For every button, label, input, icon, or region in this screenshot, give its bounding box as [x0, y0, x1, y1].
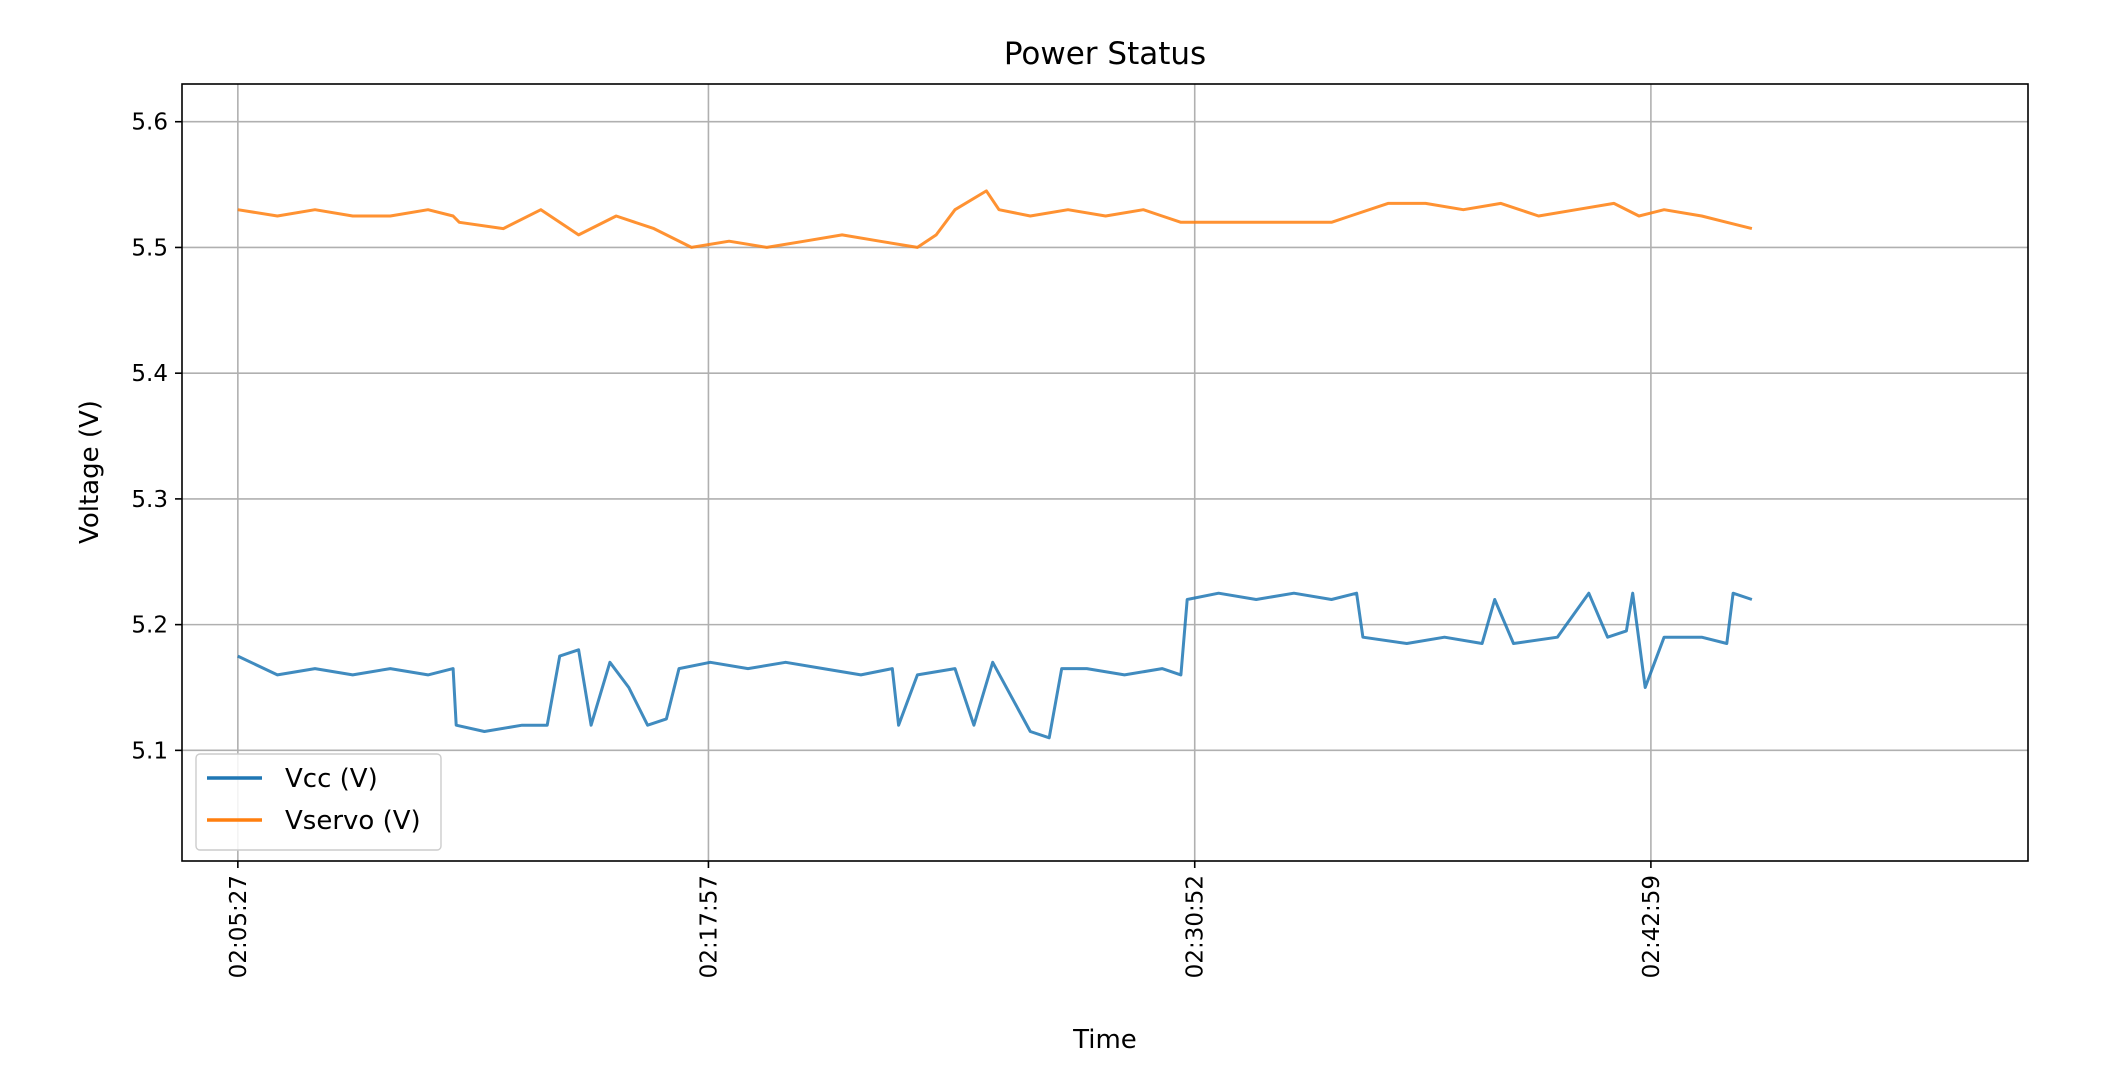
- y-tick-label-5: 5.6: [131, 110, 168, 136]
- grid: [182, 84, 2028, 861]
- y-tick-label-2: 5.3: [131, 487, 168, 513]
- y-tick-label-4: 5.5: [131, 235, 168, 261]
- legend: Vcc (V) Vservo (V): [195, 753, 442, 851]
- axis-ticks: 5.1 5.2 5.3 5.4 5.5 5.6 02:05:27 02:17:57 02:30:…: [131, 110, 1664, 979]
- chart-title: Power Status: [1004, 36, 1206, 72]
- plot-frame: [181, 83, 2029, 862]
- x-tick-label-1: 02:17:57: [696, 875, 722, 978]
- legend-label-vcc: Vcc (V): [285, 764, 378, 794]
- series-group: [237, 189, 1753, 740]
- y-axis-title: Voltage (V): [75, 400, 105, 544]
- x-axis-title: Time: [1072, 1025, 1137, 1055]
- series-line-vservo: [237, 189, 1753, 249]
- y-tick-label-1: 5.2: [131, 613, 168, 639]
- x-tick-label-0: 02:05:27: [226, 875, 252, 978]
- y-tick-label-0: 5.1: [131, 738, 168, 764]
- x-tick-label-3: 02:42:59: [1639, 875, 1665, 978]
- x-tick-label-2: 02:30:52: [1183, 875, 1209, 978]
- series-line-vcc: [237, 591, 1753, 740]
- legend-label-vservo: Vservo (V): [285, 806, 421, 836]
- y-tick-label-3: 5.4: [131, 361, 168, 387]
